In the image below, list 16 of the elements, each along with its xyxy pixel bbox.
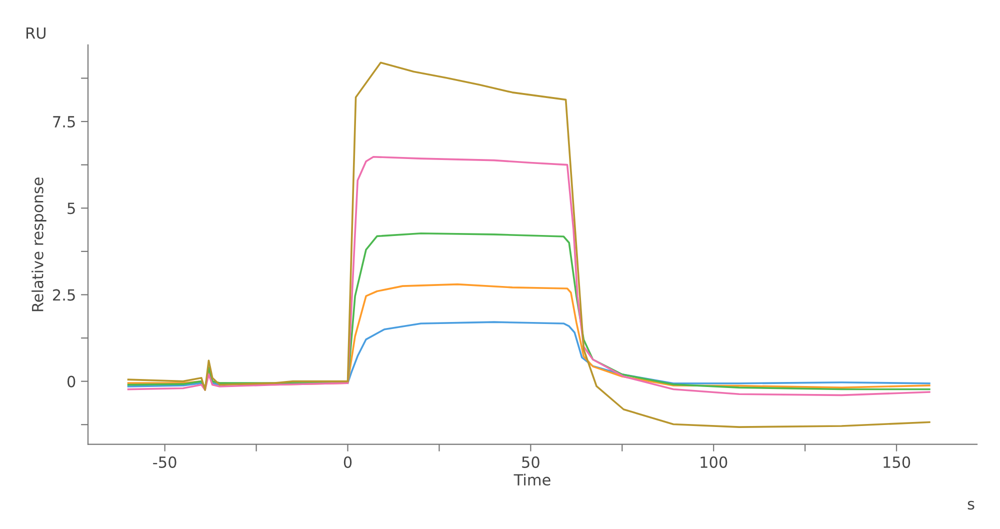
x-axis-title: Time	[514, 474, 550, 486]
y-tick-label: 2.5	[53, 289, 75, 301]
text: RU	[26, 27, 46, 39]
y-axis-title: Relative response	[32, 178, 46, 312]
text: s	[968, 500, 974, 510]
line-series	[127, 156, 930, 396]
x-tick-label: 100	[700, 456, 728, 468]
x-tick-label: 150	[884, 456, 910, 468]
x-tick-label: 50	[522, 456, 540, 468]
line-series	[127, 62, 930, 428]
y-tick-label: 5	[68, 202, 75, 214]
x-tick-label: 0	[344, 456, 352, 468]
y-tick-label: 7.5	[53, 116, 75, 128]
y-tick-label: 0	[67, 376, 76, 388]
line-series	[127, 232, 930, 390]
x-tick-label: -50	[153, 456, 176, 468]
